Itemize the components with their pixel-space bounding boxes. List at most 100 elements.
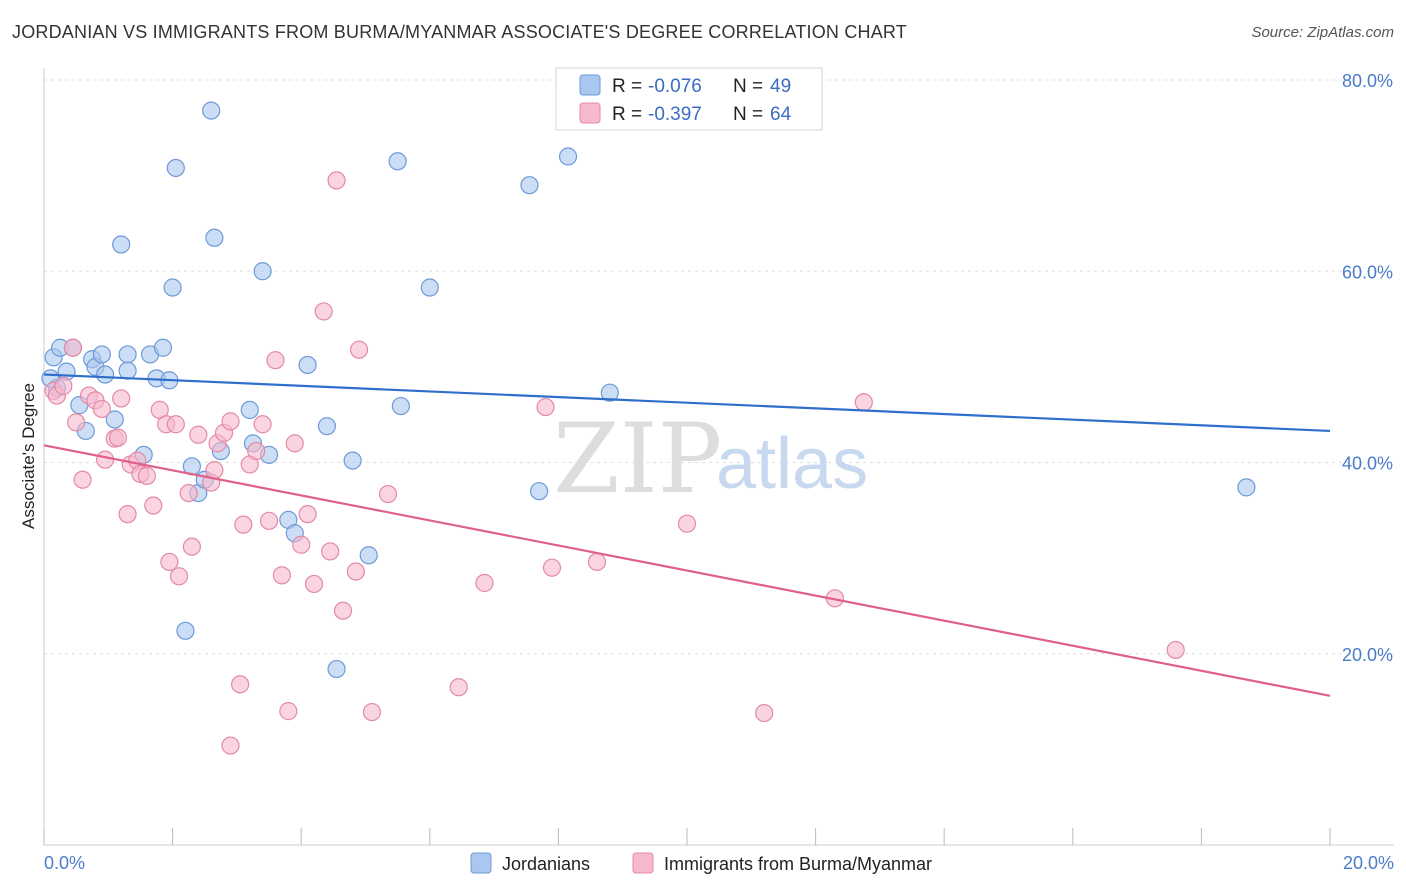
legend-r-value-jordanians: -0.076 bbox=[648, 76, 702, 97]
x-tick-label-max: 20.0% bbox=[1343, 853, 1394, 873]
data-point-jordanians bbox=[391, 396, 410, 416]
legend-swatch-jordanians bbox=[579, 74, 601, 96]
data-point-burma bbox=[314, 302, 333, 321]
data-point-jordanians bbox=[253, 262, 272, 281]
bottom-legend-swatch-burma bbox=[632, 852, 654, 874]
data-point-jordanians bbox=[112, 235, 131, 254]
trend-line-jordanians bbox=[43, 373, 1331, 433]
data-point-jordanians bbox=[202, 101, 221, 120]
data-point-burma bbox=[95, 450, 115, 469]
data-point-burma bbox=[67, 413, 86, 432]
data-point-burma bbox=[542, 558, 562, 577]
legend-n-label-burma: N = bbox=[733, 104, 763, 125]
data-point-burma bbox=[321, 542, 340, 561]
trend-line-burma bbox=[43, 444, 1331, 697]
y-tick-label: 40.0% bbox=[1342, 454, 1393, 474]
x-tick-label-min: 0.0% bbox=[44, 853, 85, 873]
data-point-burma bbox=[298, 505, 317, 524]
watermark: ZIP atlas bbox=[553, 403, 868, 515]
series-jordanians-points bbox=[41, 101, 1256, 679]
data-point-burma bbox=[536, 397, 555, 417]
data-point-burma bbox=[118, 505, 137, 524]
data-point-burma bbox=[272, 566, 292, 585]
data-point-burma bbox=[1166, 640, 1185, 660]
data-point-jordanians bbox=[298, 355, 317, 375]
data-point-burma bbox=[475, 573, 494, 593]
data-point-burma bbox=[63, 338, 83, 357]
data-point-jordanians bbox=[176, 621, 195, 640]
data-point-burma bbox=[112, 389, 131, 408]
legend-n-value-burma: 64 bbox=[770, 104, 792, 125]
data-point-burma bbox=[346, 562, 365, 581]
legend-n-label-jordanians: N = bbox=[733, 76, 763, 97]
data-point-burma bbox=[266, 351, 285, 370]
watermark-atlas: atlas bbox=[716, 424, 868, 504]
data-point-jordanians bbox=[118, 345, 137, 364]
data-point-jordanians bbox=[205, 228, 224, 247]
data-point-burma bbox=[292, 535, 311, 554]
legend-top: R = -0.076 N = 49 R = -0.397 N = 64 bbox=[555, 67, 823, 131]
data-point-burma bbox=[677, 514, 697, 533]
data-point-burma bbox=[854, 393, 873, 412]
data-point-jordanians bbox=[92, 345, 111, 364]
data-point-burma bbox=[73, 470, 92, 489]
data-point-burma bbox=[333, 601, 353, 620]
data-point-burma bbox=[92, 399, 111, 419]
data-point-burma bbox=[327, 171, 346, 190]
y-tick-labels: 20.0% 40.0% 60.0% 80.0% bbox=[1342, 71, 1393, 665]
data-point-burma bbox=[144, 496, 163, 515]
data-point-burma bbox=[160, 552, 179, 572]
data-point-burma bbox=[279, 702, 298, 721]
data-point-burma bbox=[755, 703, 774, 723]
data-point-burma bbox=[449, 678, 468, 697]
legend-swatch-burma bbox=[579, 102, 601, 124]
data-point-jordanians bbox=[558, 147, 578, 166]
data-point-burma bbox=[182, 537, 201, 556]
data-point-jordanians bbox=[163, 278, 182, 297]
data-point-burma bbox=[259, 511, 279, 530]
watermark-zip: ZIP bbox=[553, 403, 722, 515]
data-point-jordanians bbox=[153, 338, 173, 357]
data-point-burma bbox=[253, 415, 272, 434]
data-point-jordanians bbox=[95, 365, 115, 384]
data-point-burma bbox=[362, 702, 382, 722]
data-point-burma bbox=[234, 515, 253, 534]
data-point-jordanians bbox=[520, 176, 539, 195]
data-point-burma bbox=[54, 376, 73, 396]
data-point-burma bbox=[179, 484, 198, 503]
data-point-burma bbox=[285, 434, 304, 453]
bottom-legend-label-burma: Immigrants from Burma/Myanmar bbox=[664, 854, 932, 874]
bottom-legend-swatch-jordanians bbox=[470, 852, 492, 874]
data-point-jordanians bbox=[166, 158, 185, 178]
chart-title: JORDANIAN VS IMMIGRANTS FROM BURMA/MYANM… bbox=[12, 22, 907, 42]
legend-n-value-jordanians: 49 bbox=[770, 76, 791, 97]
data-point-jordanians bbox=[105, 410, 124, 429]
legend-r-label-burma: R = bbox=[612, 104, 642, 125]
data-point-burma bbox=[231, 675, 250, 694]
data-point-jordanians bbox=[530, 482, 549, 501]
data-point-burma bbox=[189, 425, 208, 444]
data-point-burma bbox=[166, 415, 185, 434]
chart-source: Source: ZipAtlas.com bbox=[1251, 24, 1394, 41]
data-point-burma bbox=[108, 428, 128, 447]
data-point-burma bbox=[587, 552, 607, 572]
data-point-burma bbox=[221, 412, 240, 431]
data-point-burma bbox=[221, 736, 240, 755]
data-point-burma bbox=[247, 441, 266, 461]
data-point-burma bbox=[169, 567, 189, 586]
data-point-jordanians bbox=[420, 278, 439, 297]
data-point-jordanians bbox=[327, 659, 346, 679]
y-tick-label: 80.0% bbox=[1342, 71, 1393, 91]
data-point-jordanians bbox=[600, 383, 619, 402]
data-point-burma bbox=[137, 466, 156, 485]
data-point-jordanians bbox=[1237, 478, 1256, 497]
data-point-jordanians bbox=[388, 152, 407, 171]
x-axis-ticks bbox=[43, 828, 1331, 845]
data-point-burma bbox=[378, 484, 398, 504]
y-tick-label: 20.0% bbox=[1342, 645, 1393, 665]
gridlines bbox=[44, 79, 1394, 655]
data-point-burma bbox=[349, 340, 369, 359]
data-point-jordanians bbox=[359, 546, 378, 565]
data-point-jordanians bbox=[317, 417, 337, 436]
legend-r-label-jordanians: R = bbox=[612, 76, 642, 97]
